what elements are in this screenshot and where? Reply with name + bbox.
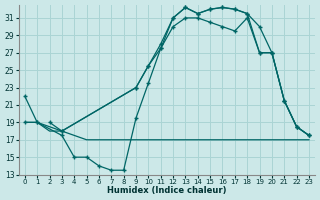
X-axis label: Humidex (Indice chaleur): Humidex (Indice chaleur) <box>107 186 227 195</box>
